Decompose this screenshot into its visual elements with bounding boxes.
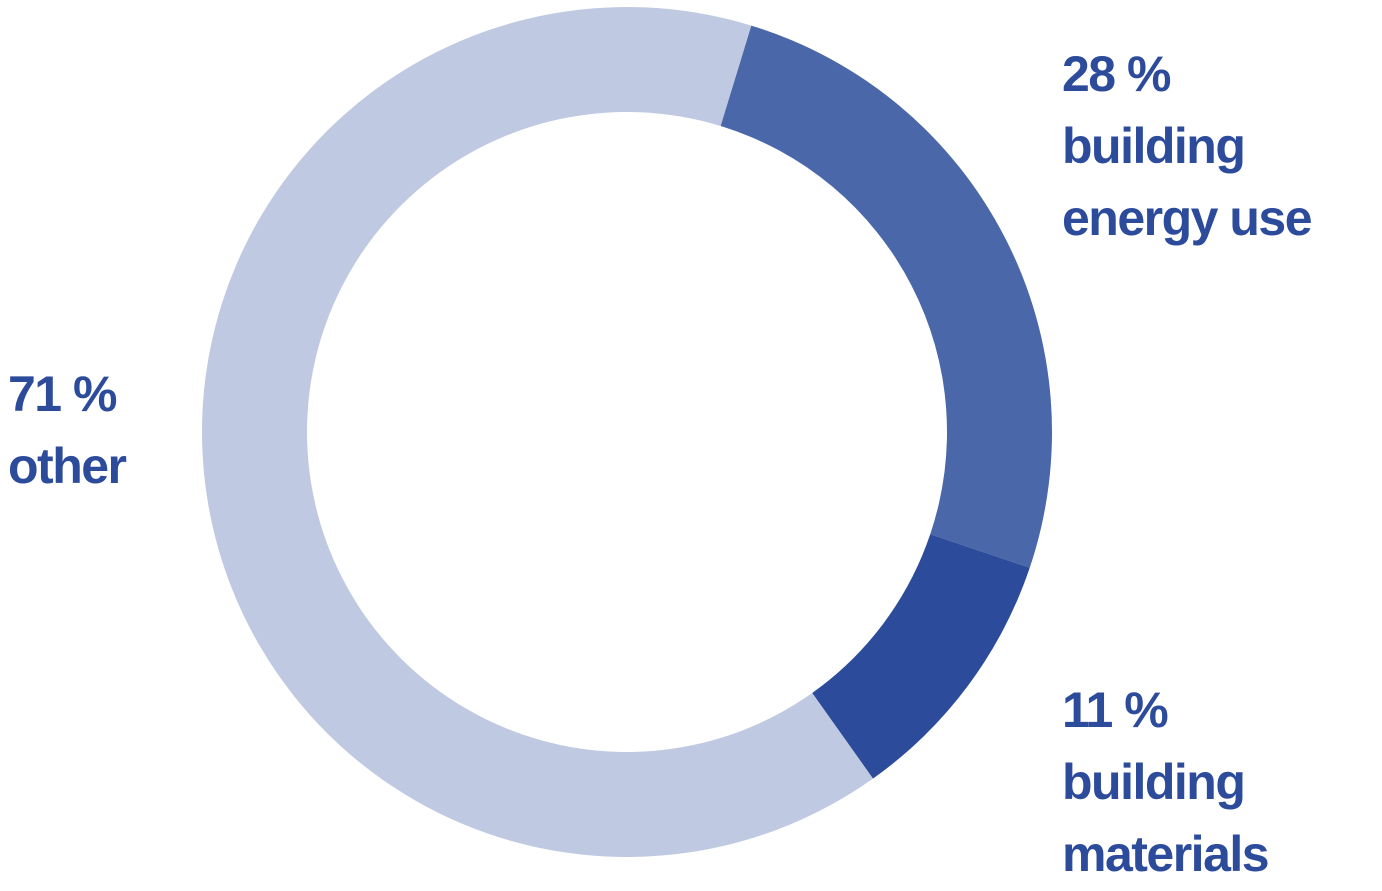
label-building-energy-use: 28 % building energy use [1062,38,1313,254]
label-other-percent: 71 % [8,366,117,422]
label-other: 71 % other [8,358,127,502]
label-energy-line2: energy use [1062,190,1313,246]
donut-slice-other [202,6,873,857]
label-materials-line2: materials [1062,826,1270,882]
label-building-materials: 11 % building materials [1062,674,1270,890]
label-other-line1: other [8,438,127,494]
label-materials-percent: 11 % [1062,682,1169,738]
donut-slice-building-energy-use [720,25,1053,568]
label-materials-line1: building [1062,754,1246,810]
label-energy-percent: 28 % [1062,46,1171,102]
label-energy-line1: building [1062,118,1246,174]
donut-slice-building-materials [812,534,1030,779]
